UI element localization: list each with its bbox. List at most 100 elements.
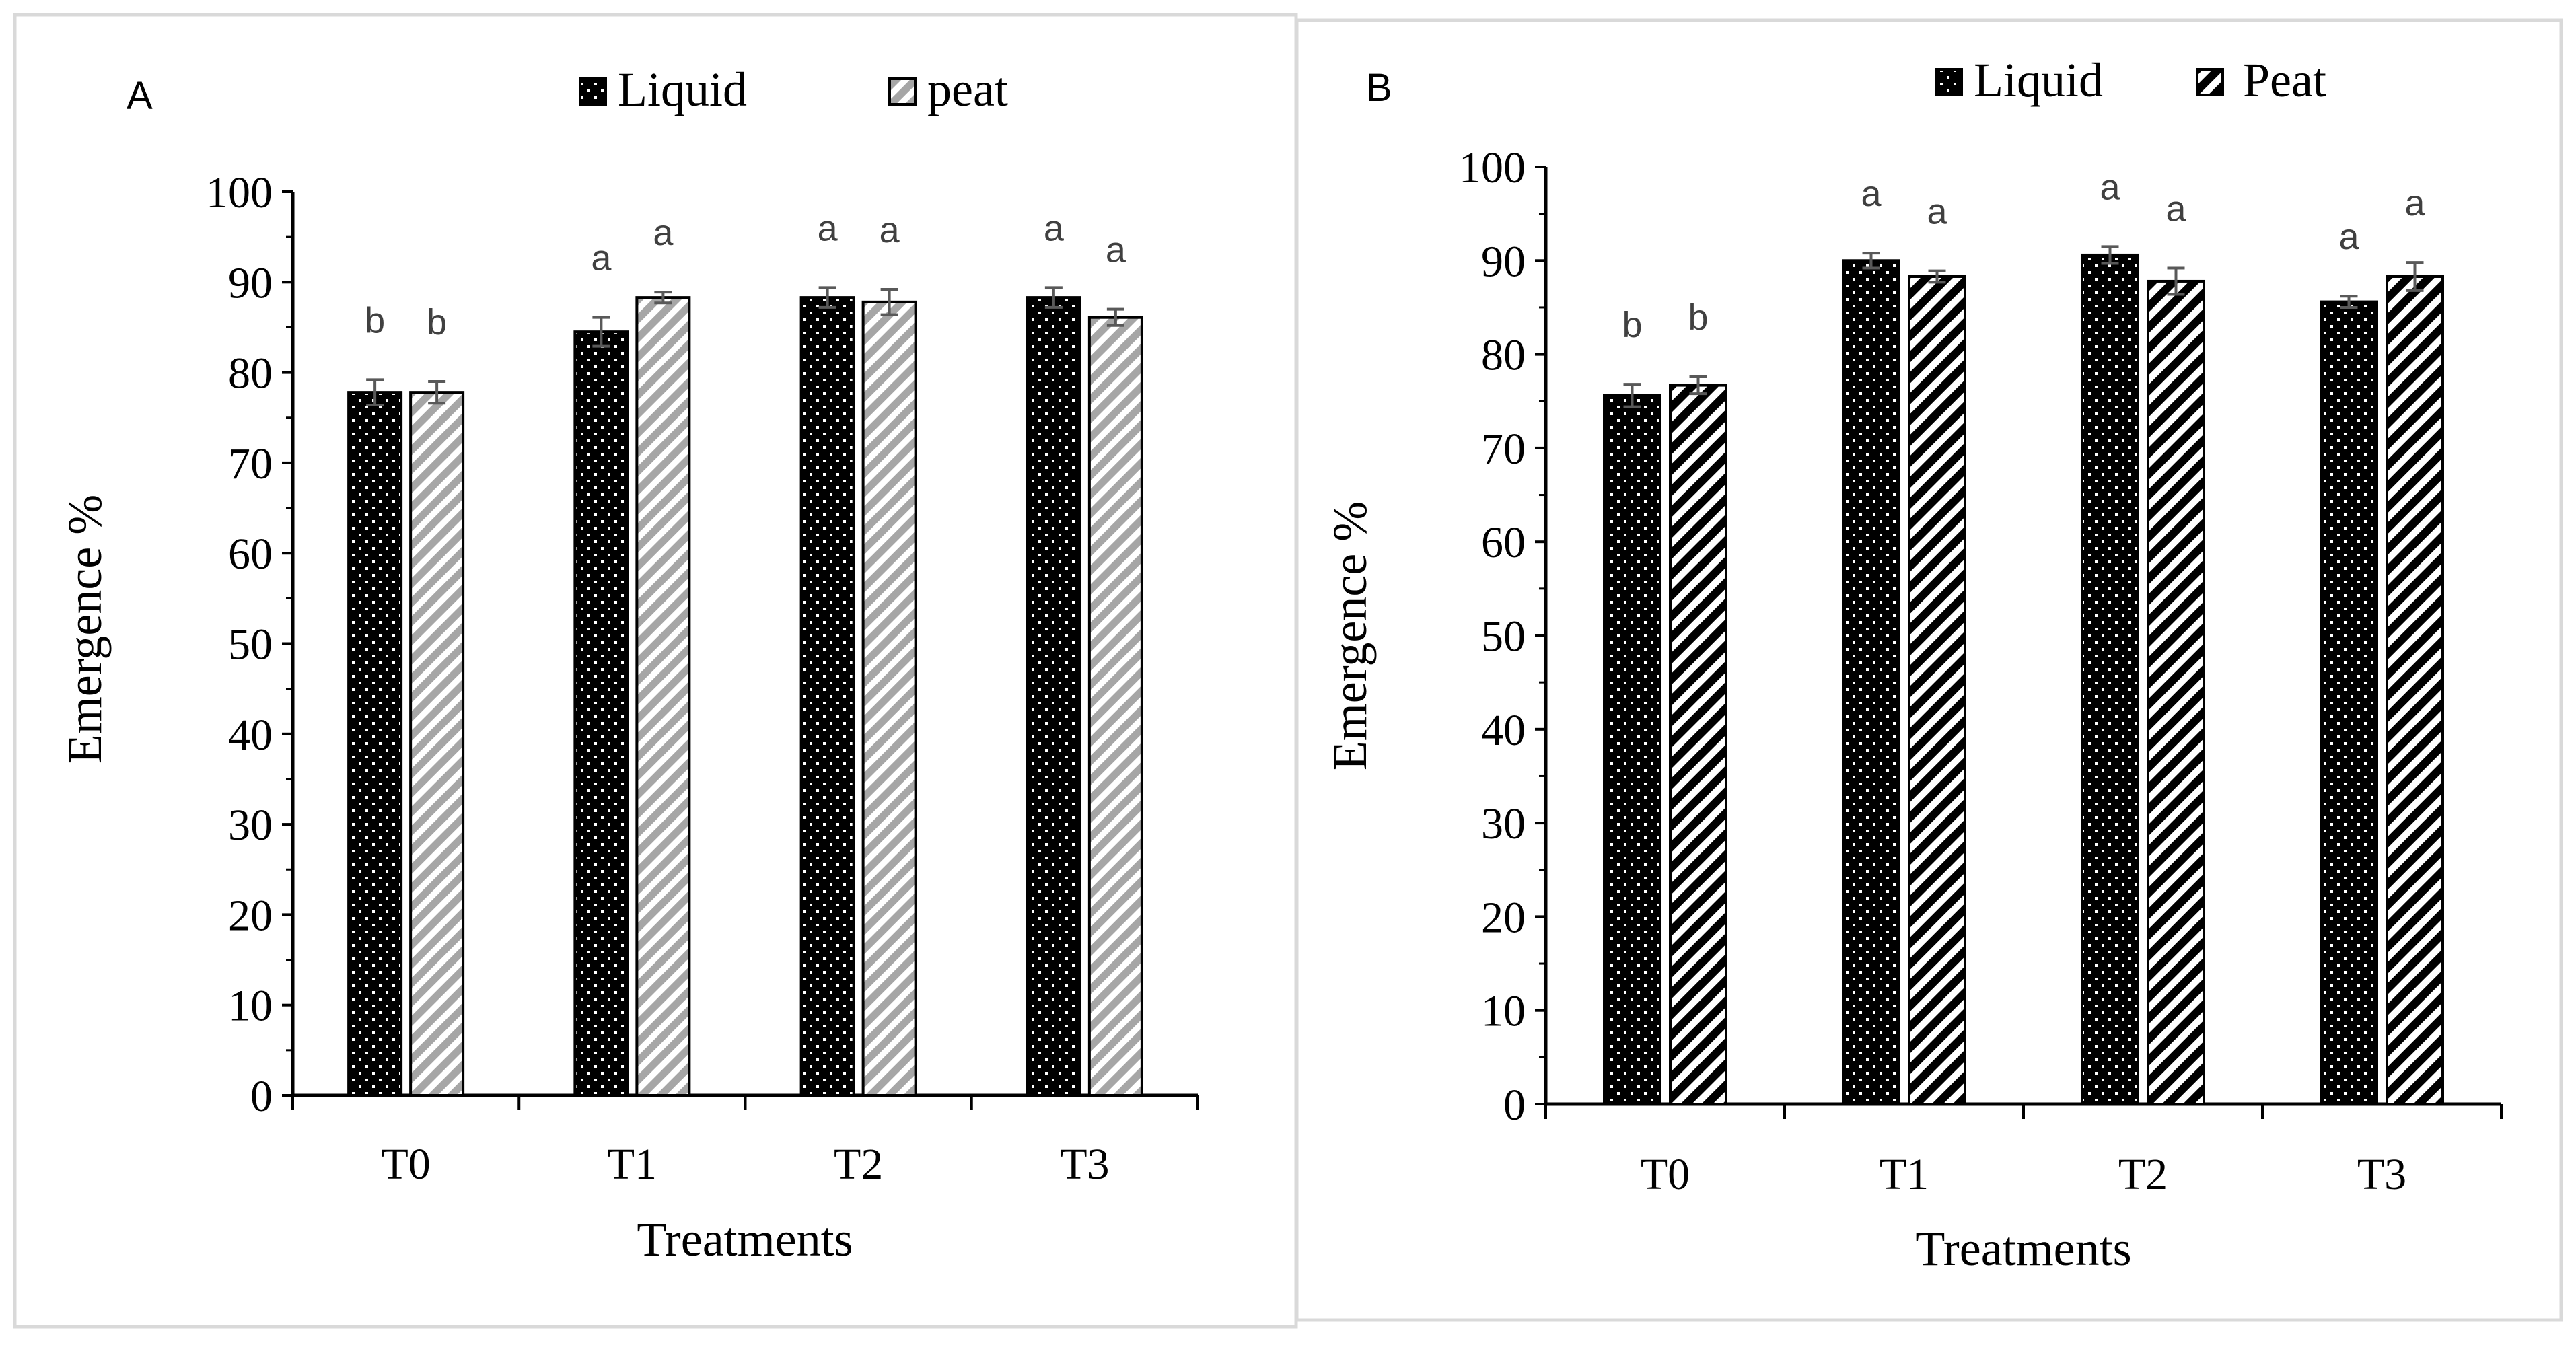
bar-peat-t3: [1087, 316, 1143, 1097]
significance-letter: a: [1861, 174, 1882, 214]
error-bar: [1623, 383, 1641, 408]
bar-liquid-t1: [1842, 259, 1900, 1105]
significance-letter: a: [880, 210, 900, 250]
significance-letter: b: [365, 300, 385, 340]
significance-letter: a: [2404, 183, 2425, 223]
significance-letter: a: [2338, 217, 2359, 257]
bar-peat-t0: [1669, 384, 1727, 1105]
error-bar: [366, 378, 384, 406]
error-bar: [428, 380, 446, 405]
plot-area: 0 10 20 30 40 50 60 70 80 90 100 T0 b b T1 a a T2 a a T3 a a: [206, 168, 1199, 1189]
legend-swatch-liquid: [579, 77, 607, 106]
x-axis-title: Treatments: [1915, 1222, 2131, 1276]
bar-peat-t1: [1908, 275, 1966, 1106]
y-tick-label: 50: [1481, 612, 1526, 661]
y-tick-label: 30: [228, 801, 273, 850]
chart-panel-a: A Liquid peat 0 10 20 30 40 50 60 70 80 90 100 T0 b b…: [13, 13, 1298, 1329]
x-tick-label: T0: [1641, 1150, 1690, 1199]
legend-label-peat: Peat: [2243, 53, 2326, 107]
plot-area: 0 10 20 30 40 50 60 70 80 90 100 T0 b b T1 a a T2 a a T3 a a: [1459, 143, 2503, 1199]
significance-letter: a: [1106, 230, 1126, 270]
legend-swatch-peat: [888, 77, 917, 106]
y-tick-label: 100: [206, 168, 273, 217]
significance-letter: a: [2166, 188, 2186, 229]
significance-letter: a: [1927, 192, 1947, 232]
y-tick-label: 10: [1481, 987, 1526, 1036]
y-tick-label: 0: [1503, 1081, 1526, 1130]
y-tick-label: 40: [1481, 706, 1526, 755]
error-bar: [880, 288, 898, 316]
legend-swatch-peat: [2196, 68, 2224, 96]
y-tick-label: 90: [228, 258, 273, 307]
y-tick-label: 80: [1481, 331, 1526, 380]
y-tick-label: 70: [1481, 425, 1526, 474]
significance-letter: a: [2100, 167, 2120, 207]
error-bar: [1106, 307, 1124, 327]
error-bar: [1862, 252, 1880, 270]
error-bar: [654, 291, 672, 305]
panel-label: B: [1366, 66, 1392, 110]
error-bar: [1689, 375, 1707, 396]
error-bar: [592, 316, 610, 348]
x-tick-label: T2: [2118, 1150, 2168, 1199]
bar-liquid-t2: [799, 296, 855, 1097]
error-bar: [2406, 261, 2424, 292]
chart-panel-b: B Liquid Peat 0 10 20 30 40 50 60 70 80 90 100 T0 b b…: [1295, 18, 2563, 1322]
y-tick-label: 50: [228, 620, 273, 669]
y-tick-label: 90: [1481, 237, 1526, 286]
bar-liquid-t3: [1026, 296, 1081, 1097]
bar-peat-t2: [861, 300, 917, 1097]
y-tick-label: 60: [228, 530, 273, 579]
legend-label-peat: peat: [927, 63, 1008, 116]
legend: Liquid peat: [579, 63, 1008, 116]
x-tick-label: T1: [1880, 1150, 1929, 1199]
significance-letter: a: [818, 208, 838, 248]
bar-liquid-t2: [2081, 253, 2139, 1105]
significance-letter: a: [653, 213, 674, 253]
bar-liquid-t0: [1603, 394, 1661, 1106]
error-bar: [1044, 286, 1063, 309]
legend-item-liquid: Liquid: [1935, 53, 2103, 107]
legend-item-peat: Peat: [2196, 53, 2326, 107]
y-tick-label: 80: [228, 349, 273, 398]
y-axis-title: Emergence %: [1323, 501, 1377, 770]
legend-item-liquid: Liquid: [579, 63, 747, 116]
y-tick-label: 30: [1481, 799, 1526, 848]
x-tick-label: T2: [834, 1140, 883, 1189]
y-tick-label: 40: [228, 711, 273, 760]
bar-liquid-t3: [2320, 300, 2378, 1105]
y-tick-label: 70: [228, 439, 273, 488]
y-tick-label: 100: [1459, 143, 1526, 192]
y-tick-label: 0: [250, 1072, 273, 1121]
x-tick-label: T3: [2357, 1150, 2406, 1199]
legend-item-peat: peat: [888, 63, 1008, 116]
panel-label: A: [127, 74, 153, 118]
x-tick-label: T1: [608, 1140, 657, 1189]
significance-letter: b: [1622, 305, 1642, 345]
error-bar: [818, 286, 836, 309]
y-tick-label: 60: [1481, 518, 1526, 567]
bar-liquid-t1: [573, 330, 629, 1097]
error-bar: [2167, 266, 2185, 296]
bar-liquid-t0: [347, 391, 403, 1097]
x-tick-label: T0: [381, 1140, 430, 1189]
y-tick-label: 20: [1481, 893, 1526, 942]
bar-peat-t0: [409, 391, 465, 1097]
legend-label-liquid: Liquid: [618, 63, 747, 116]
error-bar: [2340, 295, 2358, 309]
bar-peat-t1: [635, 296, 691, 1097]
legend-swatch-liquid: [1935, 68, 1963, 96]
x-axis-title: Treatments: [637, 1212, 853, 1266]
error-bar: [1928, 269, 1946, 284]
legend: Liquid Peat: [1935, 53, 2326, 107]
panel-border: [1295, 18, 2563, 1322]
significance-letter: a: [1044, 208, 1065, 248]
significance-letter: b: [427, 302, 447, 342]
y-tick-label: 20: [228, 891, 273, 940]
significance-letter: b: [1688, 297, 1708, 338]
significance-letter: a: [591, 238, 612, 279]
legend-label-liquid: Liquid: [1974, 53, 2103, 107]
error-bar: [2101, 245, 2119, 265]
bar-peat-t2: [2147, 279, 2205, 1105]
